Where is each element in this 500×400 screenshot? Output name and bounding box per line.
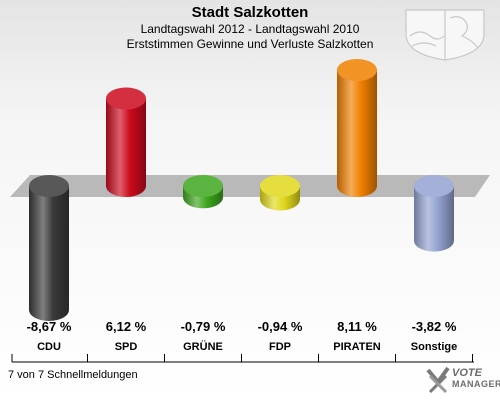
bar-bottom-cap [106, 175, 146, 197]
vote-manager-logo-icon [426, 366, 450, 394]
coat-of-arms-icon [405, 9, 485, 61]
bar-fdp [260, 175, 300, 211]
value-label: 6,12 % [106, 319, 147, 334]
value-label: -8,67 % [27, 319, 72, 334]
footer-note: 7 von 7 Schnellmeldungen [8, 369, 138, 381]
bar-body [29, 186, 69, 310]
category-label: Sonstige [411, 341, 457, 353]
bar-bottom-cap [414, 229, 454, 252]
bar-top-cap [414, 175, 454, 197]
bar-body [337, 70, 377, 186]
bar-spd [106, 87, 146, 197]
bar-top-cap [29, 175, 69, 197]
bar-bottom-cap [337, 175, 377, 197]
bar-top-cap [337, 59, 377, 82]
chart-subtitle: Landtagswahl 2012 - Landtagswahl 2010 [140, 22, 360, 36]
category-label: SPD [115, 341, 138, 353]
bar-cdu [29, 175, 69, 321]
bar-body [106, 98, 146, 186]
logo-line-2: MANAGER [452, 379, 500, 389]
bar-gr-ne [183, 175, 223, 209]
category-label: FDP [269, 341, 291, 353]
bar-piraten [337, 59, 377, 197]
page-title: Stadt Salzkotten [191, 4, 309, 21]
bar-top-cap [183, 175, 223, 197]
category-label: CDU [37, 341, 61, 353]
bar-top-cap [106, 87, 146, 110]
value-label: 8,11 % [337, 319, 377, 334]
vote-manager-logo: VOTE MANAGER [452, 368, 500, 390]
bar-sonstige [414, 175, 454, 252]
value-label: -3,82 % [412, 319, 457, 334]
chart-subtitle-2: Erststimmen Gewinne und Verluste Salzkot… [126, 37, 374, 51]
bar-top-cap [260, 175, 300, 197]
value-label: -0,94 % [258, 319, 303, 334]
bar-bottom-cap [29, 298, 69, 321]
value-label: -0,79 % [181, 319, 226, 334]
category-label: PIRATEN [333, 341, 381, 353]
category-label: GRÜNE [183, 340, 223, 353]
logo-line-1: VOTE [452, 367, 482, 379]
